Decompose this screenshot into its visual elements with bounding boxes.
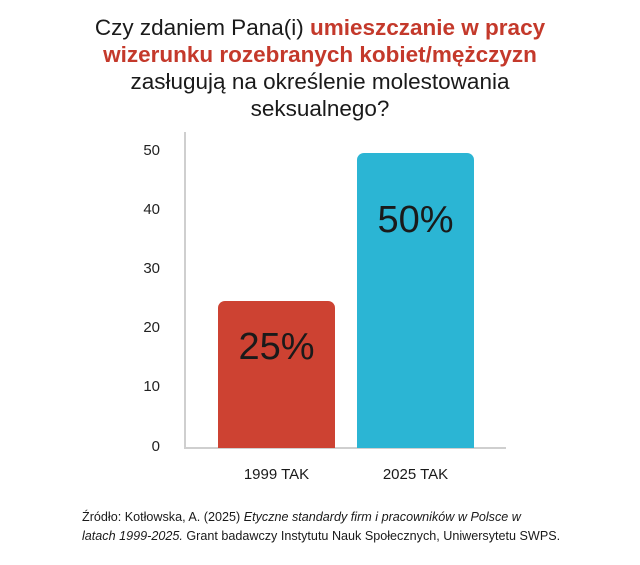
source-prefix: Źródło: Kotłowska, A. (2025): [82, 510, 244, 524]
bar-1999: 25%: [218, 301, 335, 448]
bar-2025: 50%: [357, 153, 474, 448]
y-tick-label: 10: [143, 378, 160, 395]
y-axis: [184, 132, 186, 449]
y-tick-label: 20: [143, 319, 160, 336]
y-tick-label: 0: [151, 438, 160, 455]
bar-value-label: 25%: [238, 326, 315, 368]
source-title: latach 1999-2025.: [82, 529, 183, 543]
bar-value-label: 50%: [377, 199, 454, 241]
source-note: Źródło: Kotłowska, A. (2025) Etyczne sta…: [82, 508, 602, 546]
x-tick-label: 2025 TAK: [382, 466, 449, 483]
source-title: Etyczne standardy firm i pracowników w P…: [243, 510, 521, 524]
y-tick-label: 40: [143, 201, 160, 218]
y-tick-label: 30: [143, 260, 160, 277]
title-text: zasługują na określenie molestowania: [130, 69, 510, 94]
x-tick-label: 1999 TAK: [243, 466, 310, 483]
title-highlight: umieszczanie w pracy: [309, 15, 546, 40]
source-suffix: Grant badawczy Instytutu Nauk Społecznyc…: [182, 529, 561, 543]
chart-title: Czy zdaniem Pana(i) umieszczanie w pracy…: [60, 14, 580, 122]
x-axis: [184, 447, 506, 449]
title-text: Czy zdaniem Pana(i): [94, 15, 310, 40]
title-highlight: wizerunku rozebranych kobiet/mężczyzn: [103, 42, 537, 67]
title-text: seksualnego?: [250, 96, 390, 121]
y-tick-label: 50: [143, 142, 160, 159]
